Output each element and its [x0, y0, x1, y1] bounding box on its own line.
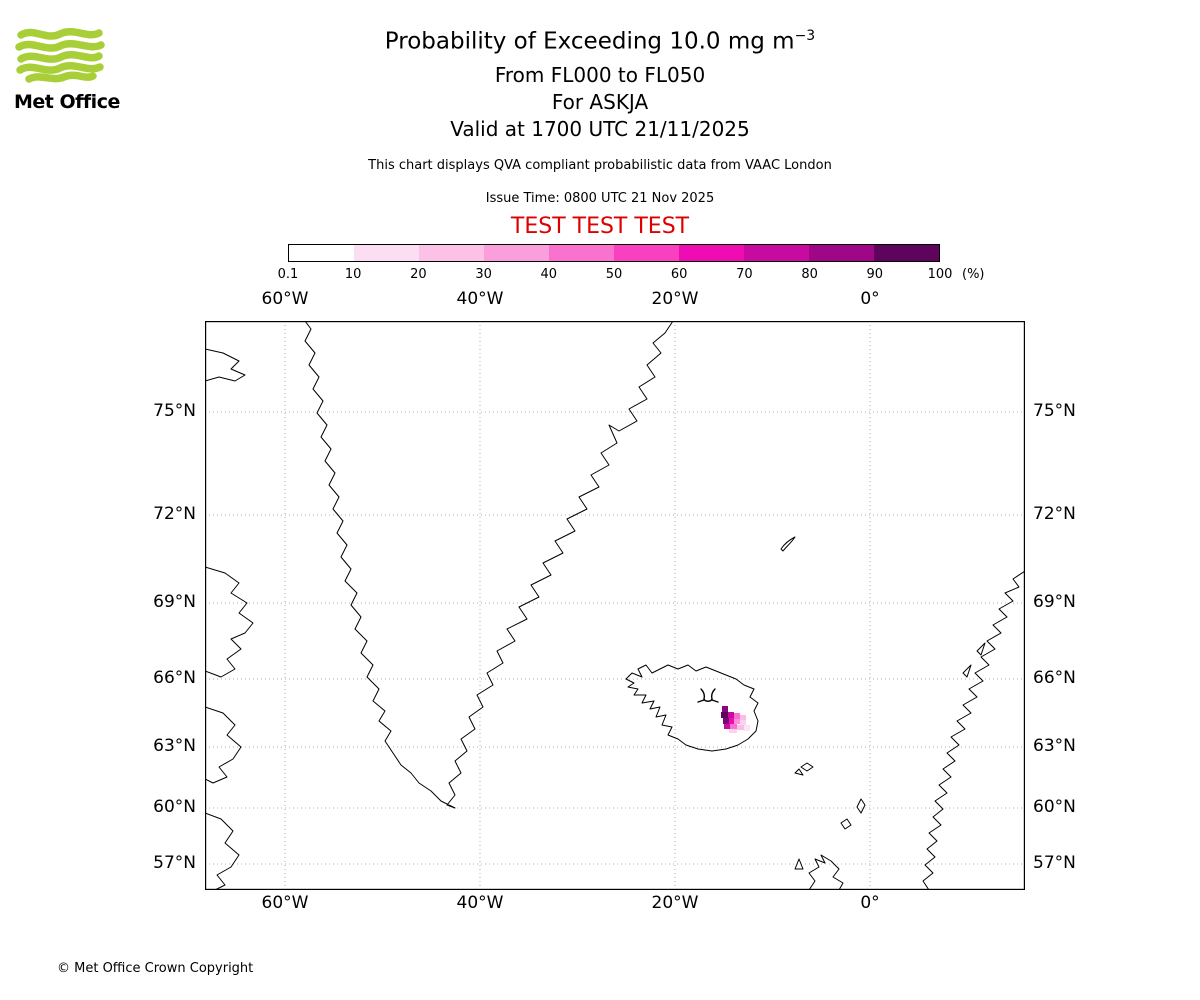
lat-label-left: 60°N	[153, 797, 196, 817]
colorbar-tick-label: 50	[605, 267, 623, 282]
coastline-hebrides	[794, 858, 804, 870]
colorbar-tick-label: 20	[410, 267, 427, 282]
colorbar-segment	[614, 245, 679, 261]
plume-cell	[734, 719, 740, 724]
coastline-iceland	[625, 664, 759, 752]
lat-label-right: 60°N	[1033, 797, 1076, 817]
coastline-orkney	[840, 818, 852, 830]
colorbar-tick-label: 70	[736, 267, 753, 282]
logo-wave-strokes	[15, 27, 105, 83]
colorbar-segment	[874, 245, 939, 261]
map-frame	[205, 321, 1025, 890]
plume-cell	[729, 718, 734, 724]
lat-label-right: 69°N	[1033, 592, 1076, 612]
coastline-baffin-south	[205, 706, 242, 784]
colorbar-tick-label: 40	[540, 267, 558, 282]
coastline-lofoten-islands	[962, 642, 986, 678]
colorbar-tick-label: 0.1	[277, 267, 299, 282]
coastline-baffin-north	[205, 566, 254, 678]
ash-probability-plume	[721, 706, 750, 733]
subtitle-volcano: For ASKJA	[551, 90, 649, 114]
map	[205, 321, 1025, 890]
colorbar-tick-label: 100	[927, 267, 953, 282]
colorbar-segment	[549, 245, 614, 261]
subtitle-flight-levels: From FL000 to FL050	[494, 63, 706, 87]
colorbar-segment	[679, 245, 744, 261]
page-title-text: Probability of Exceeding 10.0 mg m	[384, 28, 795, 55]
lat-label-left: 66°N	[153, 668, 196, 688]
lat-label-left: 57°N	[153, 853, 196, 873]
colorbar-gradient	[288, 244, 940, 262]
coastline-labrador	[205, 812, 240, 890]
colorbar-segment	[354, 245, 419, 261]
lat-label-left: 63°N	[153, 736, 196, 756]
lon-label-top: 20°W	[651, 289, 699, 309]
volcano-symbol	[697, 688, 719, 703]
colorbar-segment	[744, 245, 809, 261]
colorbar-segment	[809, 245, 874, 261]
grid-lines	[205, 321, 1025, 890]
colorbar-segment	[484, 245, 549, 261]
coastline-greenland	[304, 321, 674, 809]
lon-label-bottom: 60°W	[261, 893, 309, 913]
lat-label-left: 69°N	[153, 592, 196, 612]
colorbar-tick-label: 30	[475, 267, 492, 282]
lon-label-bottom: 20°W	[651, 893, 699, 913]
lat-label-right: 72°N	[1033, 504, 1076, 524]
lat-label-right: 66°N	[1033, 668, 1076, 688]
copyright: © Met Office Crown Copyright	[57, 961, 254, 976]
coastline-shetland	[856, 798, 866, 814]
plume-cell	[744, 725, 750, 731]
subtitle-valid-time: Valid at 1700 UTC 21/11/2025	[450, 117, 750, 141]
lat-label-left: 75°N	[153, 401, 196, 421]
plume-cell	[740, 715, 746, 720]
coastline-ellesmere	[205, 348, 246, 382]
plume-cell	[730, 724, 737, 729]
colorbar-segment	[289, 245, 354, 261]
lon-label-top: 0°	[860, 289, 880, 309]
lat-label-right: 57°N	[1033, 853, 1076, 873]
colorbar-unit: (%)	[962, 267, 985, 282]
coastline-norway	[922, 570, 1025, 890]
plume-cell	[729, 729, 737, 733]
coastline-faroes	[794, 762, 814, 776]
lat-label-right: 63°N	[1033, 736, 1076, 756]
coastline-scotland	[808, 854, 844, 890]
colorbar-segment	[419, 245, 484, 261]
lon-label-bottom: 40°W	[456, 893, 504, 913]
plume-cell	[734, 713, 740, 719]
colorbar-tick-label: 60	[670, 267, 688, 282]
lat-label-right: 75°N	[1033, 401, 1076, 421]
page-title: Probability of Exceeding 10.0 mg m−3	[0, 28, 1200, 55]
plume-cell	[722, 706, 728, 712]
plume-cell	[737, 725, 744, 730]
plume-cell	[728, 712, 734, 718]
met-office-logo: Met Office	[14, 26, 134, 113]
qva-note: This chart displays QVA compliant probab…	[368, 158, 832, 173]
plume-cell	[740, 720, 746, 725]
lon-label-top: 40°W	[456, 289, 504, 309]
colorbar-tick-label: 80	[801, 267, 818, 282]
lon-label-top: 60°W	[261, 289, 309, 309]
coastlines	[205, 321, 1025, 890]
test-banner: TEST TEST TEST	[510, 214, 690, 239]
coastline-jan-mayen	[780, 536, 796, 552]
plume-cell	[723, 718, 729, 724]
issue-time: Issue Time: 0800 UTC 21 Nov 2025	[485, 191, 715, 206]
plume-cell	[721, 712, 728, 718]
colorbar-tick-label: 90	[866, 267, 884, 282]
met-office-logo-text: Met Office	[14, 91, 120, 113]
title-exponent: −3	[794, 28, 816, 44]
lat-label-left: 72°N	[153, 504, 196, 524]
colorbar-tick-label: 10	[344, 267, 362, 282]
plume-cell	[724, 724, 730, 729]
lon-label-bottom: 0°	[860, 893, 880, 913]
met-office-logo-waves	[15, 27, 105, 83]
